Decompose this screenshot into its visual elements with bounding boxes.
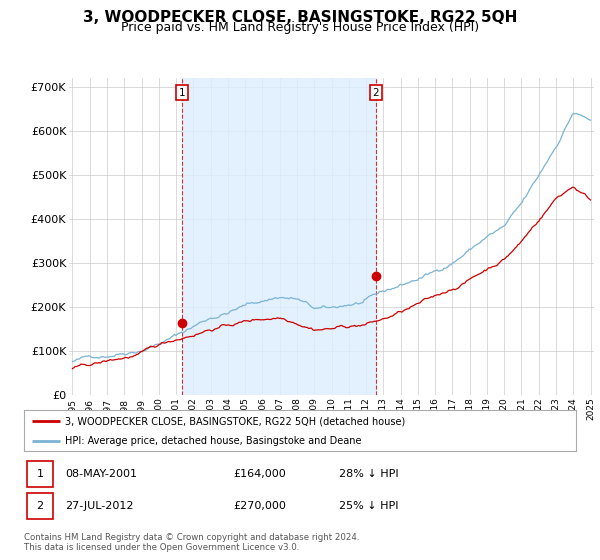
Text: 08-MAY-2001: 08-MAY-2001 [65, 469, 137, 479]
Text: Contains HM Land Registry data © Crown copyright and database right 2024.: Contains HM Land Registry data © Crown c… [24, 533, 359, 542]
Text: £270,000: £270,000 [234, 501, 287, 511]
Text: 2: 2 [37, 501, 44, 511]
FancyBboxPatch shape [27, 493, 53, 519]
Text: £164,000: £164,000 [234, 469, 287, 479]
Text: Price paid vs. HM Land Registry's House Price Index (HPI): Price paid vs. HM Land Registry's House … [121, 21, 479, 34]
FancyBboxPatch shape [27, 461, 53, 487]
Text: 3, WOODPECKER CLOSE, BASINGSTOKE, RG22 5QH (detached house): 3, WOODPECKER CLOSE, BASINGSTOKE, RG22 5… [65, 417, 406, 426]
Text: 3, WOODPECKER CLOSE, BASINGSTOKE, RG22 5QH: 3, WOODPECKER CLOSE, BASINGSTOKE, RG22 5… [83, 10, 517, 25]
Text: 25% ↓ HPI: 25% ↓ HPI [338, 501, 398, 511]
Text: 27-JUL-2012: 27-JUL-2012 [65, 501, 134, 511]
Text: HPI: Average price, detached house, Basingstoke and Deane: HPI: Average price, detached house, Basi… [65, 436, 362, 446]
Text: 1: 1 [37, 469, 44, 479]
Text: 28% ↓ HPI: 28% ↓ HPI [338, 469, 398, 479]
Bar [182, 78, 376, 395]
Text: 2: 2 [373, 87, 379, 97]
Text: This data is licensed under the Open Government Licence v3.0.: This data is licensed under the Open Gov… [24, 543, 299, 552]
Text: 1: 1 [178, 87, 185, 97]
